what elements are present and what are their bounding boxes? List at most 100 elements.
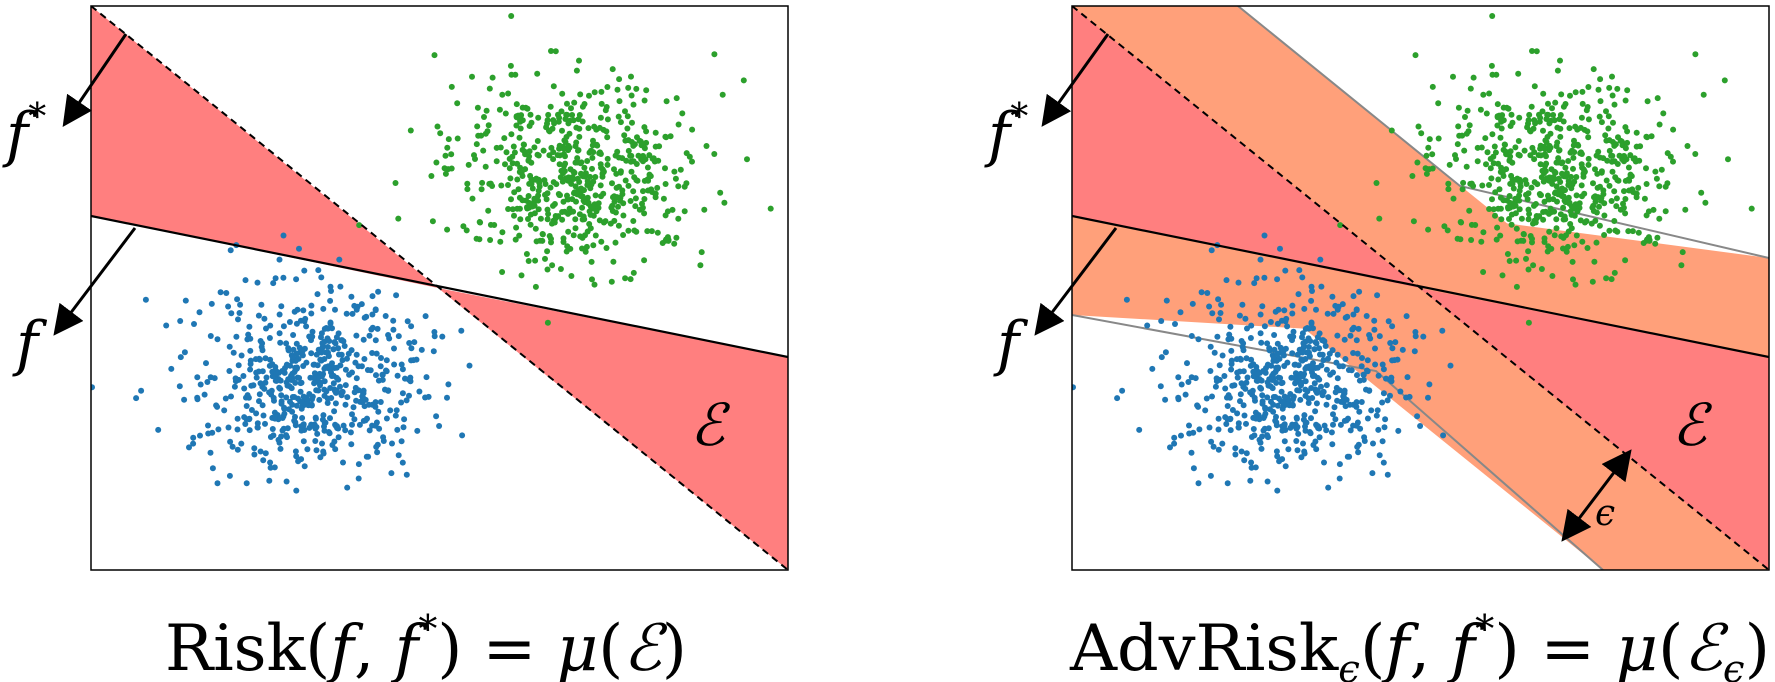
green-point [434, 123, 441, 130]
green-point [557, 266, 564, 272]
blue-point [353, 351, 360, 358]
blue-point [281, 369, 288, 376]
green-point [1621, 153, 1628, 159]
blue-point [295, 458, 302, 465]
blue-point [391, 361, 398, 368]
green-point [1517, 183, 1524, 190]
green-point [513, 122, 520, 129]
green-point [1624, 139, 1631, 146]
green-point [654, 184, 661, 191]
green-point [629, 119, 635, 126]
blue-point [1358, 399, 1365, 405]
blue-point [1339, 363, 1346, 370]
blue-point [1232, 445, 1239, 452]
blue-point [309, 333, 316, 340]
green-point [1621, 188, 1627, 195]
blue-point [1397, 388, 1404, 395]
green-point [698, 249, 705, 256]
blue-point [237, 301, 244, 308]
green-point [1571, 137, 1577, 144]
blue-point [260, 412, 267, 419]
green-point [1506, 193, 1513, 199]
blue-point [1311, 346, 1318, 353]
blue-point [278, 433, 285, 440]
green-point [613, 184, 620, 191]
green-point [1579, 88, 1586, 95]
green-point [1624, 87, 1631, 94]
blue-point [1249, 387, 1256, 394]
green-point [617, 119, 624, 126]
green-point [513, 114, 520, 121]
blue-point [380, 434, 387, 441]
green-point [550, 202, 556, 209]
blue-point [1243, 355, 1250, 362]
blue-point [1225, 392, 1232, 399]
green-point [1445, 180, 1452, 187]
green-point [1571, 212, 1578, 219]
blue-point [387, 407, 394, 414]
blue-point [332, 306, 338, 313]
green-point [1450, 73, 1456, 80]
green-point [502, 161, 508, 168]
blue-point [1261, 274, 1268, 281]
blue-point [1420, 333, 1427, 340]
green-point [675, 215, 682, 222]
green-point [564, 243, 571, 250]
blue-point [1219, 352, 1226, 359]
green-point [1670, 126, 1677, 133]
green-point [1494, 101, 1501, 108]
green-point [619, 187, 626, 194]
blue-point [1216, 316, 1222, 323]
green-point [1559, 185, 1566, 192]
blue-point [1244, 325, 1250, 332]
blue-point [226, 472, 233, 479]
green-point [1470, 74, 1477, 81]
blue-point [373, 350, 380, 357]
green-point [550, 179, 557, 186]
green-point [1585, 155, 1592, 162]
blue-point [1195, 480, 1202, 487]
green-point [1540, 216, 1547, 223]
blue-point [1321, 459, 1327, 466]
blue-point [1264, 432, 1271, 439]
blue-point [327, 415, 333, 422]
blue-point [369, 293, 376, 300]
blue-point-cluster [1072, 232, 1454, 494]
green-point [633, 85, 640, 92]
green-point [1608, 198, 1615, 204]
green-point [1520, 231, 1527, 237]
blue-point [1350, 293, 1357, 300]
green-point [1578, 114, 1585, 121]
blue-point [1403, 313, 1410, 320]
blue-point [300, 307, 307, 314]
blue-point [336, 256, 343, 263]
green-point [1614, 177, 1621, 184]
true-boundary-fstar [1072, 6, 1769, 570]
blue-point [1403, 394, 1410, 401]
green-point [620, 212, 627, 219]
blue-point [1334, 332, 1341, 339]
blue-point [364, 367, 371, 373]
green-point [1543, 153, 1549, 160]
blue-point [1302, 392, 1309, 399]
blue-point [1342, 403, 1349, 410]
blue-point [298, 405, 305, 412]
green-point [505, 206, 512, 212]
blue-point [1231, 382, 1238, 389]
blue-point [418, 346, 425, 353]
blue-point [319, 440, 325, 447]
blue-point [214, 403, 221, 410]
blue-point [1350, 311, 1357, 318]
green-point [1509, 181, 1516, 187]
green-point [1537, 192, 1544, 198]
green-point [1557, 57, 1563, 64]
green-point [523, 251, 530, 257]
green-point [474, 104, 481, 111]
blue-point [298, 427, 305, 434]
blue-point [410, 357, 417, 364]
green-point [392, 180, 399, 186]
blue-point [1206, 303, 1213, 310]
green-point [1622, 257, 1629, 264]
blue-point [1238, 448, 1245, 455]
blue-point [296, 245, 302, 252]
